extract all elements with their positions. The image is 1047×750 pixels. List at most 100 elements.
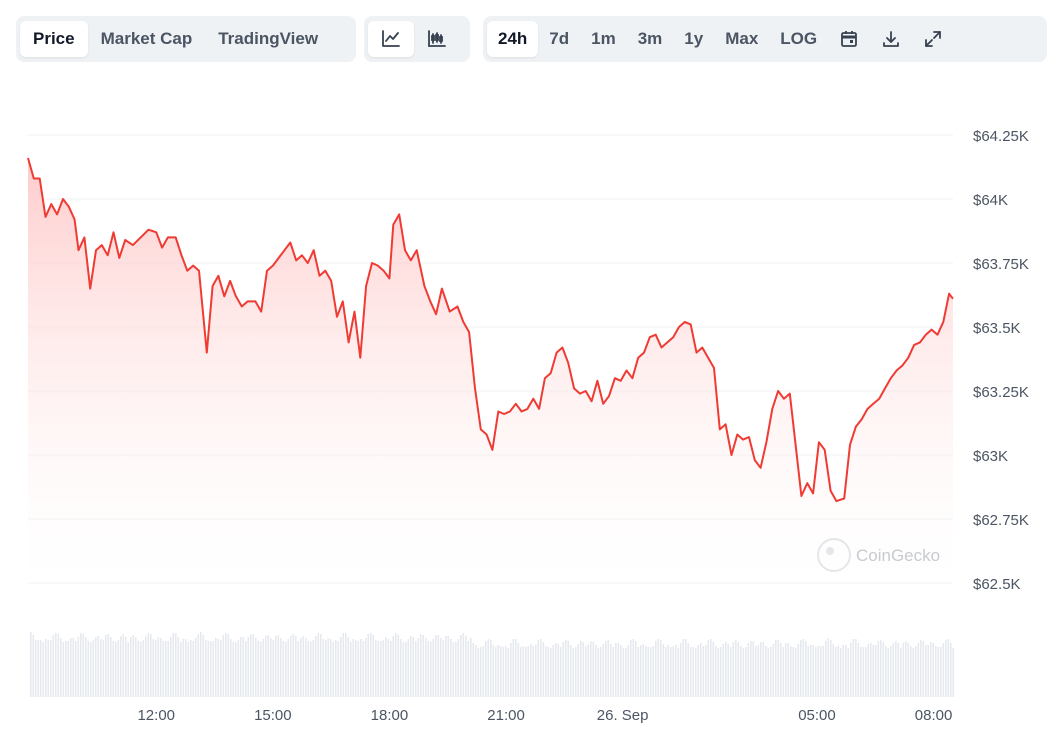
volume-bar <box>875 645 877 697</box>
range-3m[interactable]: 3m <box>637 29 663 48</box>
range-max[interactable]: Max <box>725 29 759 48</box>
volume-bar <box>92 640 95 697</box>
log-scale-toggle[interactable]: LOG <box>780 29 818 48</box>
volume-bar <box>90 642 92 697</box>
volume-bar <box>642 644 645 697</box>
x-tick-label: 12:00 <box>137 707 175 724</box>
volume-bar <box>545 646 547 697</box>
volume-bar <box>367 634 370 697</box>
volume-bar <box>770 647 772 697</box>
volume-bar <box>627 645 630 697</box>
volume-bar <box>435 635 437 697</box>
volume-bar <box>855 639 857 697</box>
volume-bar <box>672 646 675 697</box>
line-chart-button[interactable] <box>368 21 414 57</box>
volume-bar <box>715 646 717 697</box>
volume-bar <box>70 638 72 697</box>
y-tick-label: $64.25K <box>973 128 1029 145</box>
volume-bar <box>412 637 415 697</box>
expand-button[interactable] <box>912 21 954 57</box>
volume-bar <box>797 644 800 697</box>
volume-bar <box>812 645 815 697</box>
volume-bar <box>882 642 885 697</box>
volume-bar <box>135 637 137 697</box>
volume-bar <box>175 633 177 697</box>
volume-bar <box>495 647 497 697</box>
volume-bar <box>852 639 855 697</box>
volume-bar <box>890 646 892 697</box>
volume-bar <box>130 637 132 697</box>
range-7d[interactable]: 7d <box>549 29 570 48</box>
volume-bar <box>32 635 35 697</box>
volume-bar <box>150 634 152 697</box>
volume-bar <box>312 640 315 697</box>
volume-bar <box>387 639 390 697</box>
volume-bar <box>602 644 605 697</box>
volume-bar <box>517 643 520 697</box>
y-tick-label: $62.75K <box>973 512 1029 529</box>
volume-bar <box>405 642 407 697</box>
volume-bar <box>560 647 562 697</box>
volume-bar <box>42 642 45 697</box>
download-button[interactable] <box>870 21 912 57</box>
volume-bar <box>927 645 930 697</box>
volume-bar <box>217 639 220 697</box>
volume-bar <box>885 646 887 697</box>
tab-market-cap[interactable]: Market Cap <box>100 29 193 48</box>
range-1m[interactable]: 1m <box>591 29 616 48</box>
volume-bar <box>702 646 705 697</box>
volume-bar <box>105 635 107 697</box>
volume-bar <box>710 639 712 697</box>
volume-bar <box>785 643 787 697</box>
volume-bar <box>182 639 185 697</box>
volume-bar <box>115 642 117 697</box>
volume-bar <box>232 642 235 697</box>
volume-bar <box>325 640 327 697</box>
volume-bar <box>117 640 120 697</box>
volume-bar <box>255 638 257 697</box>
x-tick-label: 05:00 <box>798 707 836 724</box>
volume-bar <box>370 633 372 697</box>
tab-tradingview[interactable]: TradingView <box>218 29 319 48</box>
volume-bar <box>437 635 440 697</box>
volume-bar <box>172 633 175 697</box>
range-24h[interactable]: 24h <box>487 21 539 57</box>
volume-bar <box>842 645 845 697</box>
volume-bar <box>455 642 457 697</box>
volume-bar <box>922 641 925 697</box>
volume-bar <box>485 641 487 697</box>
volume-bar <box>897 643 900 697</box>
volume-bar <box>365 638 367 697</box>
volume-bar <box>840 648 842 697</box>
y-tick-label: $63.5K <box>973 320 1021 337</box>
volume-bar <box>275 636 277 697</box>
volume-bar <box>442 640 445 697</box>
volume-bar <box>807 646 810 697</box>
volume-bar <box>202 635 205 697</box>
volume-bar <box>580 641 582 697</box>
volume-bar <box>950 643 952 697</box>
candlestick-button[interactable] <box>414 21 460 57</box>
watermark-text: CoinGecko <box>856 546 940 565</box>
volume-bar <box>37 640 40 697</box>
tab-price[interactable]: Price <box>20 21 88 57</box>
volume-bar <box>757 645 760 697</box>
volume-bar <box>167 641 170 697</box>
volume-bar <box>512 639 515 697</box>
y-tick-label: $64K <box>973 192 1008 209</box>
volume-bar <box>287 639 290 697</box>
volume-bar <box>362 641 365 697</box>
volume-bar <box>570 645 572 697</box>
range-1y[interactable]: 1y <box>684 29 704 48</box>
volume-bar <box>540 639 542 697</box>
volume-bar <box>477 648 480 697</box>
volume-bar <box>805 641 807 697</box>
calendar-button[interactable] <box>828 21 870 57</box>
volume-bar <box>792 647 795 697</box>
volume-bar <box>567 641 570 697</box>
volume-bar <box>347 637 350 697</box>
volume-bar <box>112 641 115 697</box>
volume-bar <box>77 637 80 697</box>
volume-bar <box>452 642 455 697</box>
